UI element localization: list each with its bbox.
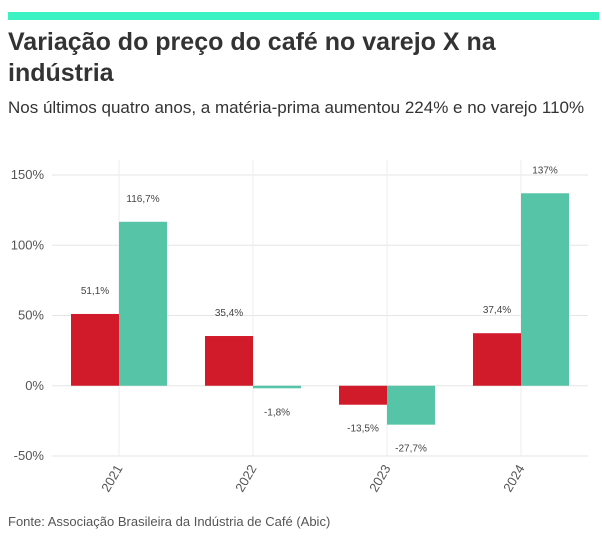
bar-2024-series-1	[473, 333, 521, 386]
bar-2021-series-2	[119, 221, 167, 386]
y-tick-label: 50%	[18, 308, 44, 323]
x-tick-label: 2022	[232, 462, 259, 495]
data-label-2022-series-1: 35,4%	[215, 308, 243, 319]
y-tick-label: 0%	[25, 378, 44, 393]
y-tick-label: 150%	[11, 167, 45, 182]
bar-2024-series-2	[521, 193, 569, 386]
data-label-2024-series-2: 137%	[532, 165, 558, 176]
bar-2023-series-1	[339, 385, 387, 405]
bar-2022-series-2	[253, 385, 301, 389]
data-label-2021-series-1: 51,1%	[81, 286, 109, 297]
data-label-2021-series-2: 116,7%	[126, 194, 159, 205]
source-note: Fonte: Associação Brasileira da Indústri…	[8, 514, 331, 529]
bar-chart: 150% 100% 50% 0% -50% 51,1% 35,4% -13,5% 37,4% 11…	[11, 160, 588, 495]
bar-2022-series-1	[205, 336, 253, 386]
data-label-2024-series-1: 37,4%	[483, 305, 511, 316]
accent-bar	[8, 12, 599, 20]
x-tick-label: 2024	[500, 462, 527, 495]
chart-title: Variação do preço do café no varejo X na…	[8, 28, 496, 87]
data-label-2023-series-1: -13,5%	[347, 424, 379, 435]
x-tick-label: 2023	[366, 462, 393, 495]
x-tick-label: 2021	[98, 462, 125, 495]
y-tick-label: -50%	[14, 448, 45, 463]
data-label-2022-series-2: -1,8%	[264, 407, 290, 418]
y-tick-label: 100%	[11, 237, 45, 252]
data-label-2023-series-2: -27,7%	[395, 444, 427, 455]
bar-2021-series-1	[71, 313, 119, 386]
bar-2023-series-2	[387, 385, 435, 425]
chart-subtitle: Nos últimos quatro anos, a matéria-prima…	[8, 98, 585, 117]
